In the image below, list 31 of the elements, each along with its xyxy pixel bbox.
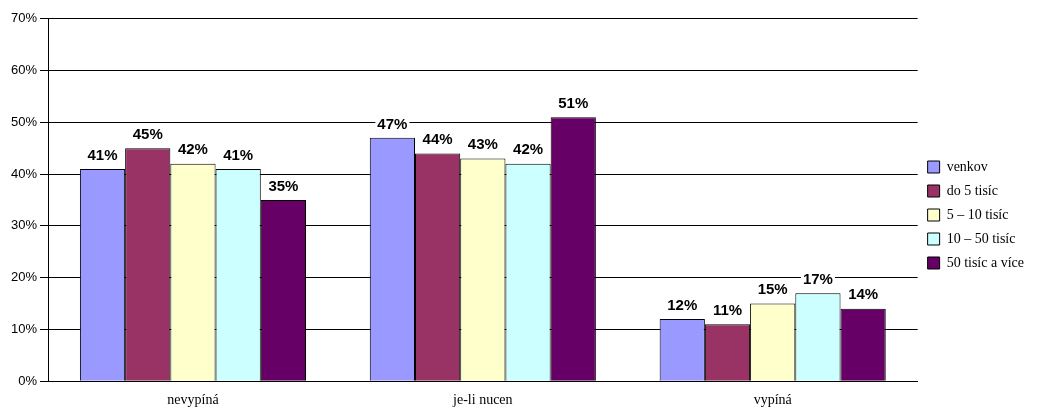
data-label: 45% <box>132 124 163 142</box>
legend-label: 50 tisíc a více <box>946 254 1025 270</box>
x-tick-label: vypíná <box>753 392 793 408</box>
data-label: 42% <box>513 140 544 158</box>
y-tick-label: 30% <box>10 217 38 233</box>
x-tick-label: je-li nucen <box>452 392 513 408</box>
legend-label: do 5 tisíc <box>946 182 998 198</box>
y-tick-label: 40% <box>10 165 38 181</box>
y-tick-label: 50% <box>10 113 38 129</box>
y-tick-label: 10% <box>10 321 38 337</box>
y-tick-label: 70% <box>10 10 38 26</box>
data-label: 43% <box>467 135 498 153</box>
data-label: 47% <box>377 114 408 132</box>
y-tick-label: 20% <box>10 269 38 285</box>
data-label: 41% <box>87 145 118 163</box>
data-label: 14% <box>848 285 879 303</box>
data-label: 42% <box>177 140 208 158</box>
legend-label: 5 – 10 tisíc <box>946 206 1009 222</box>
data-label: 44% <box>422 130 453 148</box>
data-label: 35% <box>268 176 299 194</box>
y-tick-label: 60% <box>10 62 38 78</box>
data-label: 17% <box>802 269 833 287</box>
data-label: 15% <box>757 280 788 298</box>
x-tick-label: nevypíná <box>167 392 220 408</box>
y-tick-label: 0% <box>18 372 38 388</box>
legend-label: venkov <box>946 158 988 174</box>
data-label: 51% <box>558 93 589 111</box>
legend-label: 10 – 50 tisíc <box>946 230 1016 246</box>
data-label: 11% <box>712 300 743 318</box>
data-label: 12% <box>667 295 698 313</box>
data-label: 41% <box>223 145 254 163</box>
